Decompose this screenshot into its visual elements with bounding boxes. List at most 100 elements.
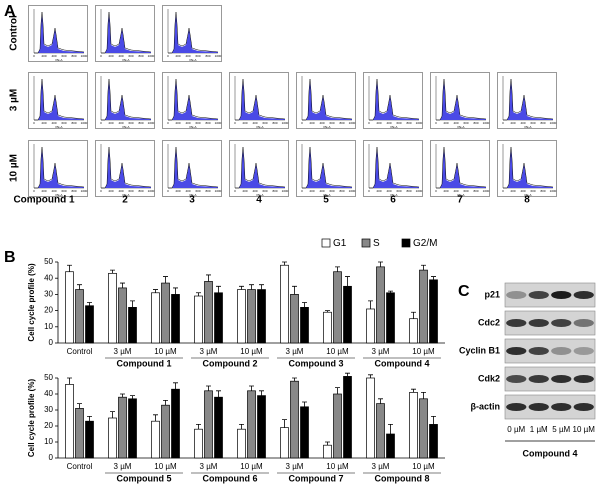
hist-tick-label: 200 [242, 121, 247, 125]
bar [171, 388, 180, 459]
column-label: 6 [390, 195, 396, 206]
error-bar [120, 282, 125, 288]
hist-tick-label: 200 [510, 121, 515, 125]
legend-swatch [401, 238, 411, 248]
error-bar [216, 285, 221, 293]
legend-label: G2/M [413, 238, 437, 249]
error-bar [163, 400, 168, 406]
hist-tick-label: 1000 [81, 189, 88, 193]
hist-tick-label: 0 [234, 121, 236, 125]
y-axis-label: Cell cycle profile (%) [27, 379, 36, 458]
hist-tick-label: 200 [108, 54, 113, 58]
hist-tick-label: 0 [100, 121, 102, 125]
bar [247, 390, 256, 459]
bar [409, 392, 418, 459]
hist-tick-label: 800 [339, 189, 344, 193]
y-tick-label: 50 [44, 373, 53, 382]
blot-band [528, 291, 549, 299]
bar [65, 384, 74, 459]
hist-tick-label: 400 [520, 189, 525, 193]
hist-tick-label: 1000 [282, 189, 289, 193]
hist-tick-label: 200 [443, 189, 448, 193]
bar [290, 380, 299, 459]
x-tick-label: 3 µM [372, 462, 390, 471]
blot-band [573, 319, 594, 327]
hist-tick-label: 800 [540, 121, 545, 125]
column-label: 8 [524, 195, 530, 206]
blot-band [551, 319, 572, 327]
group-label: Compound 3 [289, 358, 344, 368]
row-label: Control [9, 15, 20, 51]
bar [290, 294, 299, 344]
hist-tick-label: 400 [51, 54, 56, 58]
hist-axis-label: PE-A [457, 125, 464, 129]
bar [376, 266, 385, 344]
hist-tick-label: 0 [301, 189, 303, 193]
hist-tick-label: 400 [118, 54, 123, 58]
hist-tick-label: 400 [453, 189, 458, 193]
error-bar [335, 266, 340, 272]
lane-label: 10 µM [573, 425, 596, 434]
hist-tick-label: 600 [463, 121, 468, 125]
hist-axis-label: PE-A [323, 193, 330, 197]
hist-tick-label: 200 [309, 189, 314, 193]
error-bar [196, 292, 201, 297]
protein-label: β-actin [471, 401, 501, 411]
hist-tick-label: 400 [185, 54, 190, 58]
hist-tick-label: 200 [175, 121, 180, 125]
bar [75, 408, 84, 459]
protein-label: Cdc2 [478, 317, 500, 327]
y-tick-label: 40 [44, 389, 53, 398]
hist-tick-label: 800 [138, 189, 143, 193]
hist-tick-label: 0 [33, 121, 35, 125]
hist-axis-label: PE-A [122, 125, 129, 129]
hist-tick-label: 800 [138, 121, 143, 125]
error-bar [110, 269, 115, 274]
histogram [363, 140, 423, 197]
bar [85, 305, 94, 344]
hist-tick-label: 200 [108, 121, 113, 125]
blot-band [506, 291, 527, 299]
x-tick-label: 3 µM [286, 462, 304, 471]
error-bar [130, 395, 135, 399]
bar [151, 420, 160, 459]
error-bar [282, 419, 287, 428]
group-label: Compound 8 [375, 473, 430, 483]
hist-axis-label: PE-A [524, 193, 531, 197]
hist-tick-label: 0 [167, 54, 169, 58]
histogram [363, 72, 423, 129]
bar [429, 279, 438, 344]
bar [65, 271, 74, 344]
hist-tick-label: 600 [61, 121, 66, 125]
lane-label: 5 µM [552, 425, 570, 434]
hist-axis-label: PE-A [256, 125, 263, 129]
hist-axis-label: PE-A [189, 125, 196, 129]
error-bar [110, 411, 115, 418]
bar [204, 390, 213, 459]
hist-tick-label: 0 [435, 121, 437, 125]
x-tick-label: 3 µM [286, 347, 304, 356]
panel-label: A [4, 3, 16, 20]
blot-band [506, 319, 527, 327]
hist-tick-label: 200 [175, 189, 180, 193]
hist-tick-label: 800 [205, 54, 210, 58]
x-tick-label: 3 µM [372, 347, 390, 356]
error-bar [388, 290, 393, 293]
bar [333, 271, 342, 344]
histogram [296, 140, 356, 197]
y-tick-label: 30 [44, 290, 53, 299]
error-bar [325, 310, 330, 313]
hist-tick-label: 1000 [215, 54, 222, 58]
y-tick-label: 50 [44, 257, 53, 266]
hist-tick-label: 1000 [148, 121, 155, 125]
hist-tick-label: 1000 [215, 189, 222, 193]
error-bar [239, 285, 244, 290]
bar [214, 292, 223, 344]
histogram [162, 140, 222, 197]
error-bar [368, 374, 373, 378]
x-tick-label: 10 µM [240, 462, 263, 471]
hist-tick-label: 0 [33, 189, 35, 193]
histogram [28, 5, 88, 62]
hist-axis-label: PE-A [524, 125, 531, 129]
